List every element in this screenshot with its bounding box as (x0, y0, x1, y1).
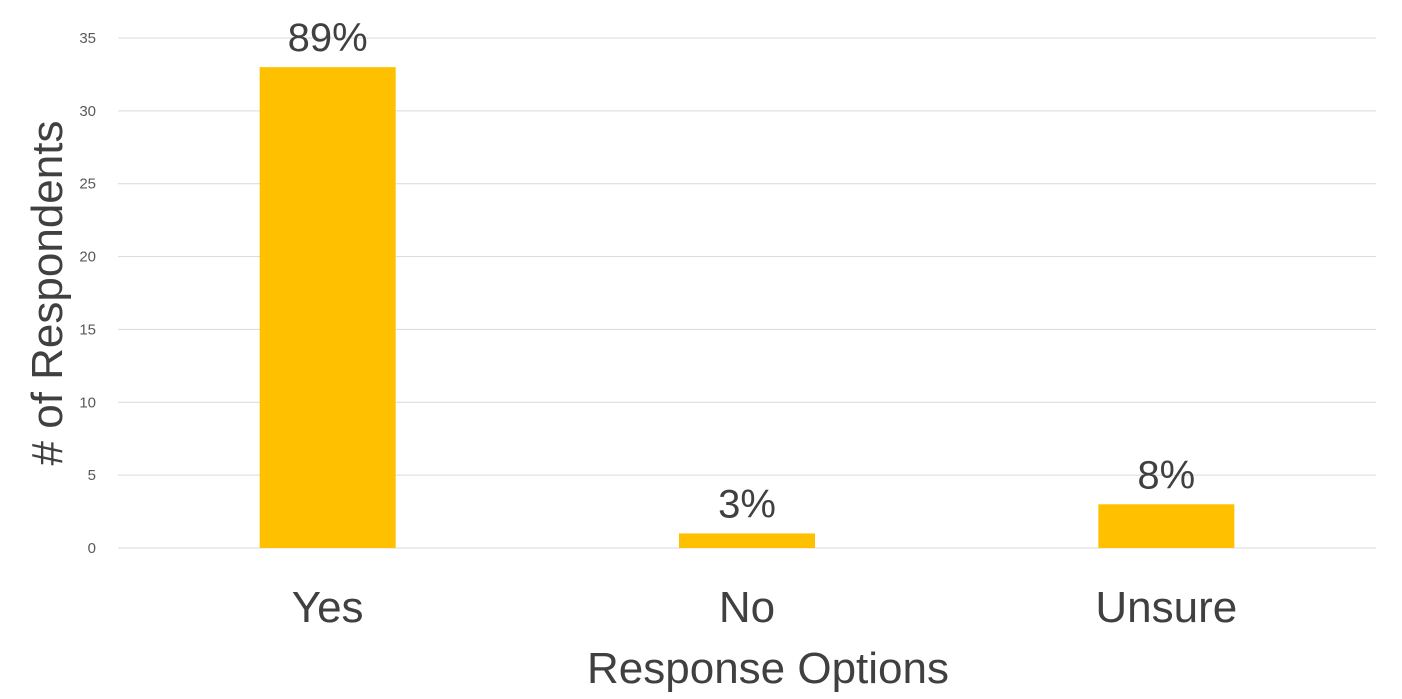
bar-no (679, 533, 815, 548)
data-labels: 89% 3% 8% (288, 16, 1196, 526)
data-label-no: 3% (718, 482, 776, 526)
x-tick-label-yes: Yes (292, 583, 364, 632)
y-tick-label: 5 (88, 467, 96, 484)
bar-unsure (1098, 504, 1235, 548)
x-tick-label-unsure: Unsure (1095, 583, 1237, 632)
data-label-yes: 89% (288, 16, 368, 60)
y-tick-label: 15 (79, 321, 96, 338)
y-tick-label: 10 (79, 394, 96, 411)
x-axis-categories: Yes No Unsure (292, 583, 1237, 632)
data-label-unsure: 8% (1137, 453, 1195, 497)
y-tick-label: 20 (79, 249, 96, 266)
y-tick-label: 30 (79, 103, 96, 120)
y-axis-title: # of Respondents (23, 121, 72, 466)
bar-yes (259, 67, 396, 549)
y-tick-label: 0 (88, 540, 96, 557)
y-tick-label: 35 (79, 30, 96, 47)
y-tick-label: 25 (79, 176, 96, 193)
x-tick-label-no: No (719, 583, 775, 632)
bars (259, 67, 1235, 549)
x-axis-title: Response Options (587, 644, 949, 693)
y-axis-ticks: 0 5 10 15 20 25 30 35 (79, 30, 96, 557)
